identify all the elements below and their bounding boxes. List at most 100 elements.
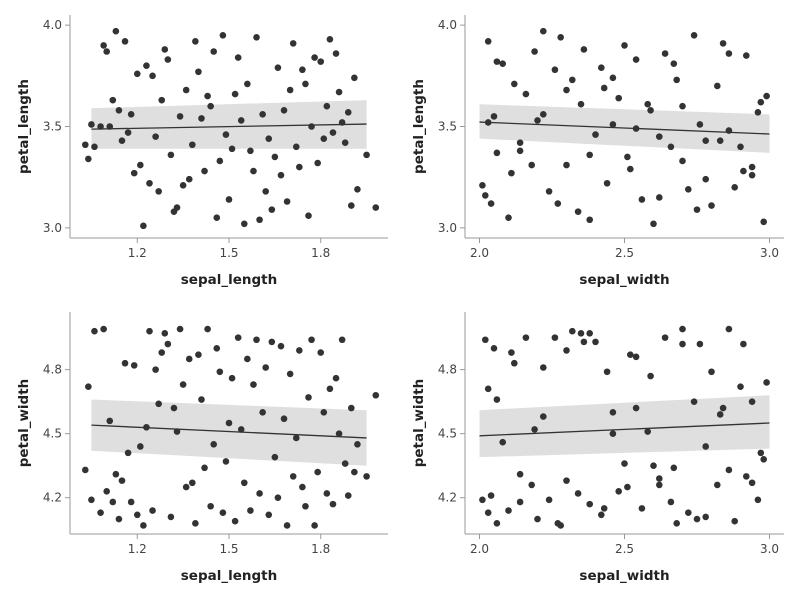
data-point [185,355,193,363]
data-point [716,411,724,418]
data-point [262,364,269,371]
data-point [505,507,512,514]
data-point [201,464,208,472]
data-point [679,325,686,333]
data-point [586,216,593,224]
data-point [574,208,582,215]
data-point [650,462,657,469]
data-point [173,428,181,435]
data-point [296,347,303,354]
x-axis-label-sepal-length: sepal_length [181,568,277,584]
data-point [667,143,675,151]
data-point [326,36,334,43]
data-point [289,40,297,47]
data-point [158,349,166,356]
data-point [670,60,678,67]
data-point [192,38,199,45]
x-axis-label-sepal-width: sepal_width [579,272,669,288]
data-point [146,327,153,335]
data-point [351,468,358,476]
data-point [714,481,721,489]
data-point [714,82,721,90]
data-point [603,179,611,187]
data-point [323,102,331,110]
data-point [189,141,196,149]
data-point [280,106,288,114]
data-point [268,338,276,346]
data-point [484,509,492,516]
data-point [213,344,221,352]
x-tick-label: 1.5 [219,246,238,260]
x-tick-label: 1.8 [311,246,330,260]
data-point [693,515,701,523]
confidence-band [479,395,770,458]
data-point [708,202,715,209]
regression-line [479,121,770,135]
data-point [592,131,599,138]
data-point [299,483,306,491]
data-point [97,123,104,130]
data-point [305,394,312,401]
data-point [118,137,126,144]
data-point [760,218,767,226]
data-point [216,368,224,376]
data-point [256,490,263,497]
data-point [244,355,251,363]
data-point [121,359,129,367]
x-tick-label: 2.5 [615,246,634,260]
data-point [329,500,337,508]
data-point [522,334,530,341]
data-point [670,464,678,472]
data-point [140,222,147,230]
data-point [719,404,727,412]
data-point [748,163,756,171]
data-point [511,80,518,88]
data-point [143,62,150,69]
data-point [586,330,593,337]
data-point [522,90,530,98]
data-point [690,31,698,39]
data-point [644,100,651,108]
data-point [737,143,744,151]
data-point [351,74,358,82]
data-point [354,441,361,448]
data-point [341,460,349,467]
data-point [693,206,701,213]
data-point [487,492,495,499]
data-point [516,139,524,147]
data-point [219,509,227,516]
data-point [185,175,193,183]
data-point [708,368,715,376]
data-point [259,409,266,416]
data-point [716,137,724,144]
y-tick-label: 4.8 [438,363,457,377]
data-point [484,38,492,45]
data-point [91,327,98,335]
data-point [192,520,199,527]
data-point [265,511,273,519]
data-point [161,330,169,337]
data-point [621,460,628,467]
data-point [179,181,187,189]
data-point [505,214,512,222]
data-point [204,92,211,100]
data-point [609,74,617,82]
y-axis-label-petal-width: petal_width [16,379,32,468]
data-point [554,520,562,527]
x-tick-label: 3.0 [760,542,779,556]
data-point [638,505,646,512]
data-point [130,362,138,369]
data-point [210,48,218,55]
data-point [344,492,352,499]
data-point [516,147,524,155]
data-point [237,426,245,433]
data-point [586,151,593,159]
data-point [531,426,538,433]
data-point [725,466,733,474]
data-point [528,161,535,169]
data-point [299,66,306,74]
data-point [673,76,680,84]
data-point [124,129,132,136]
data-point [484,385,492,393]
data-point [152,366,159,373]
